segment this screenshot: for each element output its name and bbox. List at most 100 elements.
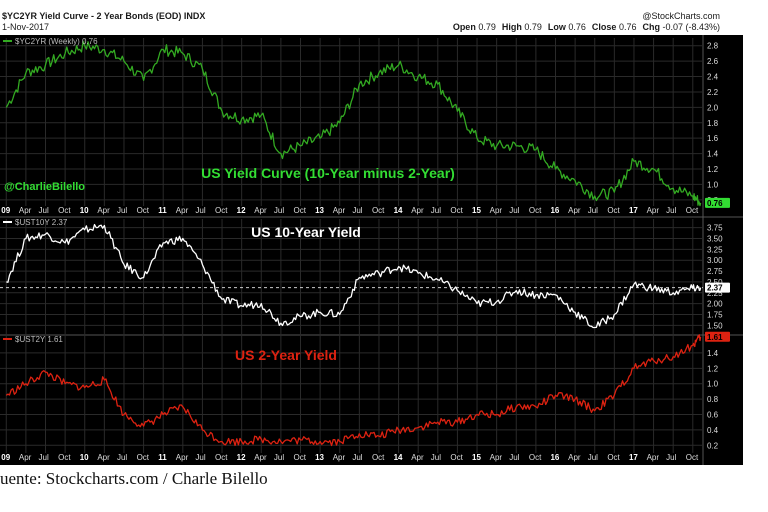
x-tick-label: Jul <box>509 206 519 215</box>
y-tick-label: 1.6 <box>707 134 719 143</box>
x-tick-label: Oct <box>137 453 150 462</box>
panel-yield-curve: 2.82.62.42.22.01.81.61.41.21.00.8$YC2YR … <box>3 37 730 208</box>
last-value-text: 2.37 <box>707 284 723 293</box>
x-tick-label: Jul <box>117 453 127 462</box>
y-tick-label: 2.00 <box>707 300 723 309</box>
x-tick-label: Apr <box>333 453 346 462</box>
series-line <box>5 40 702 207</box>
y-tick-label: 3.00 <box>707 256 723 265</box>
x-tick-label: Jul <box>195 453 205 462</box>
x-tick-label: 15 <box>472 206 481 215</box>
x-tick-label: Oct <box>686 453 699 462</box>
last-value-text: 0.76 <box>707 199 723 208</box>
x-tick-label: Oct <box>607 206 620 215</box>
ohlc-value: -0.07 (-8.43%) <box>662 22 720 32</box>
x-tick-label: 16 <box>550 206 559 215</box>
x-tick-label: Oct <box>372 453 385 462</box>
x-tick-label: Apr <box>176 453 189 462</box>
y-tick-label: 1.8 <box>707 119 719 128</box>
x-tick-label: Jul <box>666 206 676 215</box>
stockcharts-brand: @StockCharts.com <box>642 11 720 21</box>
y-tick-label: 1.50 <box>707 321 723 330</box>
last-value-badge <box>705 197 730 208</box>
x-tick-label: Jul <box>274 453 284 462</box>
y-tick-label: 2.6 <box>707 57 719 66</box>
x-tick-label: 16 <box>550 453 559 462</box>
y-tick-label: 2.2 <box>707 88 719 97</box>
x-tick-label: Oct <box>215 206 228 215</box>
x-tick-label: Oct <box>215 453 228 462</box>
x-tick-label: Jul <box>39 453 49 462</box>
x-tick-label: Jul <box>431 453 441 462</box>
grid-lines <box>0 35 743 465</box>
x-tick-label: Apr <box>254 453 267 462</box>
x-tick-label: Jul <box>39 206 49 215</box>
chart-symbol-title: $YC2YR Yield Curve - 2 Year Bonds (EOD) … <box>2 11 205 21</box>
x-tick-label: 11 <box>158 453 167 462</box>
x-tick-label: Jul <box>117 206 127 215</box>
ohlc-label: Open <box>453 22 479 32</box>
x-tick-label: Apr <box>647 206 660 215</box>
chart-date: 1-Nov-2017 <box>2 22 49 32</box>
panel-2-year-yield: 1.4 1.2 1.0 0.8 0.6 0.4 0.2 $UST2Y 1.61 US 2-Yea… <box>3 331 730 450</box>
x-tick-label: Oct <box>58 206 71 215</box>
x-tick-label: Apr <box>568 206 581 215</box>
ohlc-readout: Open 0.79 High 0.79 Low 0.76 Close 0.76 Chg … <box>453 22 720 32</box>
x-tick-label: Jul <box>195 206 205 215</box>
series-line <box>5 334 702 447</box>
y-tick-label: 1.0 <box>707 180 719 189</box>
x-tick-label: Jul <box>274 206 284 215</box>
x-tick-label: Jul <box>431 206 441 215</box>
x-tick-label: 10 <box>80 206 89 215</box>
x-tick-label: Apr <box>490 206 503 215</box>
x-tick-label: Oct <box>137 206 150 215</box>
ohlc-value: 0.79 <box>478 22 496 32</box>
y-tick-label: 2.75 <box>707 267 723 276</box>
last-value-badge <box>705 331 730 342</box>
last-value-text: 1.61 <box>707 333 723 342</box>
y-tick-label: 3.50 <box>707 235 723 244</box>
ohlc-label: Low <box>548 22 569 32</box>
x-tick-label: Oct <box>607 453 620 462</box>
x-tick-label: Jul <box>666 453 676 462</box>
ohlc-value: 0.79 <box>524 22 542 32</box>
x-axes: 09 Apr Jul Oct 10 Apr Jul Oct 11 Apr Jul Oct 12 Apr Ju… <box>1 206 699 462</box>
x-tick-label: 15 <box>472 453 481 462</box>
legend-label: $UST10Y 2.37 <box>15 218 68 227</box>
x-tick-label: Jul <box>352 206 362 215</box>
x-tick-label: Apr <box>411 206 424 215</box>
x-tick-label: Apr <box>19 453 32 462</box>
legend-label: $UST2Y 1.61 <box>15 335 63 344</box>
ohlc-label: Close <box>592 22 619 32</box>
x-tick-label: 09 <box>1 206 10 215</box>
x-tick-label: 14 <box>394 206 403 215</box>
series-line <box>6 223 702 329</box>
y-tick-label: 0.6 <box>707 411 719 420</box>
last-value-badge <box>705 282 730 293</box>
x-tick-label: Jul <box>509 453 519 462</box>
x-tick-label: Oct <box>529 206 542 215</box>
panel-title: US 10-Year Yield <box>251 224 361 240</box>
x-tick-label: Apr <box>254 206 267 215</box>
x-tick-label: Jul <box>588 206 598 215</box>
x-tick-label: 09 <box>1 453 10 462</box>
y-tick-label: 2.8 <box>707 42 719 51</box>
x-tick-label: Apr <box>411 453 424 462</box>
x-tick-label: Jul <box>352 453 362 462</box>
x-tick-label: 11 <box>158 206 167 215</box>
y-tick-label: 3.75 <box>707 224 723 233</box>
x-tick-label: Oct <box>450 206 463 215</box>
x-tick-label: Apr <box>568 453 581 462</box>
ohlc-label: High <box>502 22 525 32</box>
x-tick-label: Oct <box>294 206 307 215</box>
x-tick-label: 12 <box>237 206 246 215</box>
panel-10-year-yield: 3.75 3.503.25 3.00 2.75 2.50 2.25 2.001.75 1.50… <box>0 218 730 330</box>
panel-title: US 2-Year Yield <box>235 347 337 363</box>
x-tick-label: 17 <box>629 453 638 462</box>
x-tick-label: Apr <box>97 453 110 462</box>
x-tick-label: Oct <box>686 206 699 215</box>
x-tick-label: Apr <box>647 453 660 462</box>
x-tick-label: 13 <box>315 206 324 215</box>
y-tick-label: 2.4 <box>707 73 719 82</box>
y-tick-label: 1.2 <box>707 165 719 174</box>
